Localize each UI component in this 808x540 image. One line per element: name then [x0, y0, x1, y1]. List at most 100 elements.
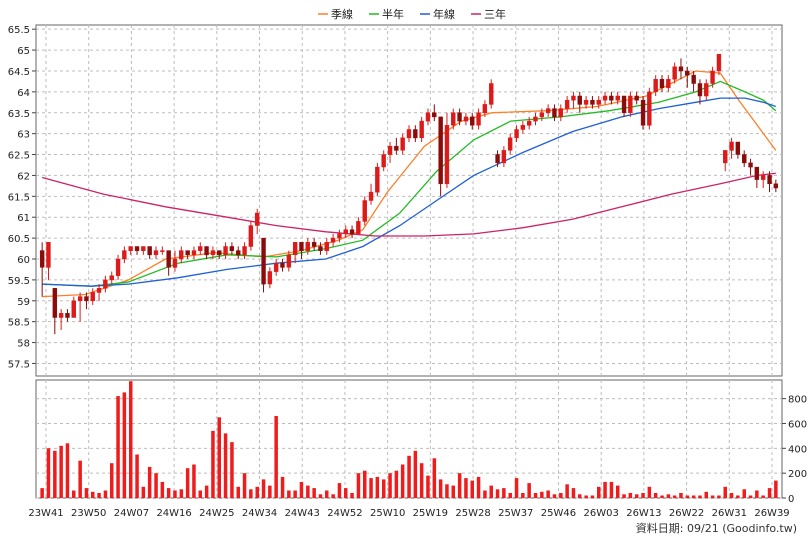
volume-bar	[179, 489, 184, 498]
candle-body	[501, 150, 507, 164]
volume-bar	[59, 445, 63, 498]
candle-body	[280, 262, 285, 268]
candle-body	[590, 99, 595, 105]
candle-body	[381, 154, 386, 168]
candle-body	[723, 150, 728, 164]
volume-tick-label: 600	[788, 419, 807, 430]
legend-label-half: 半年	[382, 7, 404, 21]
volume-bar	[723, 486, 727, 498]
candle-body	[659, 79, 665, 88]
candle-body	[254, 212, 260, 226]
candle-body	[90, 292, 95, 302]
candle-body	[451, 112, 456, 126]
volume-bar	[413, 450, 418, 498]
volume-bar	[502, 488, 506, 498]
price-y-axis: 57.5 58 58.5 59 59.5 60 60.5 61 61.5 62 62.5 63 63.5…	[8, 25, 36, 370]
volume-bar	[774, 480, 778, 498]
price-tick-label: 58	[17, 339, 30, 350]
candle-body	[621, 95, 627, 113]
candle-body	[602, 95, 608, 101]
candle-body	[141, 246, 146, 251]
volume-bar	[565, 484, 569, 498]
volume-bar	[729, 493, 734, 498]
volume-bar	[173, 490, 177, 498]
volume-bar	[299, 481, 304, 498]
volume-bar	[129, 381, 133, 498]
candle-body	[748, 162, 753, 168]
volume-bar	[464, 478, 468, 498]
candle-body	[413, 129, 418, 139]
volume-bar	[350, 493, 354, 498]
volume-bar	[691, 495, 696, 498]
x-tick-label: 23W41	[28, 508, 63, 519]
candle-body	[305, 242, 310, 251]
candle-body	[375, 166, 380, 193]
volume-bar	[166, 488, 171, 498]
volume-bar	[185, 468, 190, 498]
price-tick-label: 65	[17, 46, 30, 57]
volume-bar	[685, 495, 690, 498]
volume-bar	[710, 495, 715, 498]
candle-body	[596, 99, 601, 105]
candle-body	[147, 246, 152, 256]
candle-body	[172, 258, 178, 268]
footer-date-label: 資料日期: 09/21 (Goodinfo.tw)	[636, 521, 797, 535]
volume-bar	[78, 460, 82, 498]
candle-body	[330, 237, 336, 243]
volume-bar	[400, 464, 405, 498]
candle-body	[564, 99, 570, 109]
volume-bar	[470, 480, 474, 498]
volume-bar	[344, 488, 348, 498]
price-panel-frame	[35, 24, 783, 377]
candle-body	[387, 145, 393, 155]
x-tick-label: 26W31	[712, 508, 747, 519]
candle-body	[760, 175, 766, 180]
candle-body	[362, 200, 367, 222]
x-tick-label: 25W37	[498, 508, 533, 519]
volume-bar	[116, 396, 120, 498]
candle-body	[545, 108, 551, 114]
volume-bar	[483, 490, 487, 498]
candle-body	[704, 83, 709, 97]
candle-body	[526, 120, 532, 126]
volume-tick-label: 800	[788, 395, 807, 406]
volume-bar	[198, 490, 202, 498]
candle-body	[160, 250, 165, 252]
price-tick-label: 60	[17, 255, 30, 266]
candle-body	[65, 313, 70, 318]
x-tick-label: 24W34	[242, 508, 277, 519]
volume-bar	[211, 430, 215, 498]
candle-body	[311, 242, 317, 247]
volume-bar	[704, 491, 708, 498]
candle-body	[558, 108, 563, 118]
candle-body	[236, 250, 241, 256]
price-tick-label: 62	[17, 171, 30, 182]
candle-body	[217, 250, 222, 256]
candle-body	[482, 104, 488, 114]
candle-body	[716, 53, 722, 72]
x-tick-label: 24W43	[285, 508, 320, 519]
volume-bar	[40, 488, 44, 498]
price-tick-label: 61.5	[8, 192, 30, 203]
candle-body	[134, 246, 140, 251]
volume-bar	[72, 490, 76, 498]
volume-tick-label: 200	[788, 469, 807, 480]
legend-label-quarter: 季線	[331, 7, 353, 21]
legend-label-year: 年線	[433, 7, 455, 21]
volume-bar	[223, 433, 228, 498]
volume-bar	[641, 493, 645, 498]
x-tick-label: 24W16	[156, 508, 191, 519]
volume-bar	[122, 392, 127, 498]
volume-bar	[432, 458, 437, 498]
candle-body	[507, 137, 513, 151]
candle-body	[634, 95, 639, 101]
volume-bar	[419, 463, 424, 498]
volume-bar	[597, 486, 601, 498]
ma-line-half	[42, 80, 777, 287]
candle-body	[672, 66, 677, 80]
candle-body	[735, 141, 741, 155]
volume-bar	[647, 486, 652, 498]
candle-body	[223, 246, 228, 256]
candle-body	[666, 79, 671, 88]
candle-body	[742, 154, 747, 164]
